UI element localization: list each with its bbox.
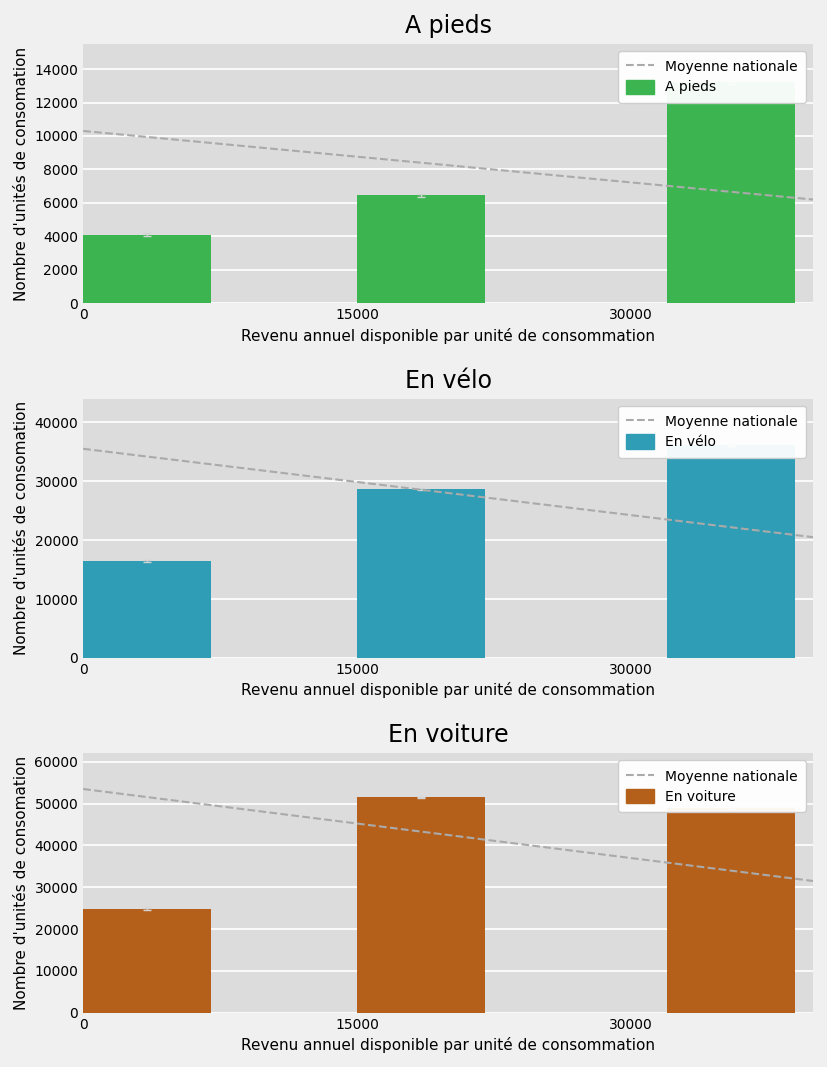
Title: En voiture: En voiture: [388, 723, 509, 747]
Y-axis label: Nombre d'unités de consomation: Nombre d'unités de consomation: [14, 47, 29, 301]
X-axis label: Revenu annuel disponible par unité de consommation: Revenu annuel disponible par unité de co…: [241, 683, 655, 699]
X-axis label: Revenu annuel disponible par unité de consommation: Revenu annuel disponible par unité de co…: [241, 328, 655, 344]
Bar: [357, 797, 485, 1013]
Y-axis label: Nombre d'unités de consomation: Nombre d'unités de consomation: [14, 401, 29, 655]
Bar: [667, 808, 795, 1013]
Bar: [84, 235, 211, 303]
Bar: [667, 82, 795, 303]
Y-axis label: Nombre d'unités de consomation: Nombre d'unités de consomation: [14, 757, 29, 1010]
Legend: Moyenne nationale, A pieds: Moyenne nationale, A pieds: [618, 51, 806, 102]
Bar: [667, 445, 795, 658]
Bar: [84, 909, 211, 1013]
Title: A pieds: A pieds: [404, 14, 491, 38]
Bar: [84, 561, 211, 658]
Bar: [357, 489, 485, 658]
Title: En vélo: En vélo: [404, 368, 491, 393]
X-axis label: Revenu annuel disponible par unité de consommation: Revenu annuel disponible par unité de co…: [241, 1037, 655, 1053]
Legend: Moyenne nationale, En vélo: Moyenne nationale, En vélo: [618, 405, 806, 458]
Bar: [357, 195, 485, 303]
Legend: Moyenne nationale, En voiture: Moyenne nationale, En voiture: [618, 761, 806, 812]
